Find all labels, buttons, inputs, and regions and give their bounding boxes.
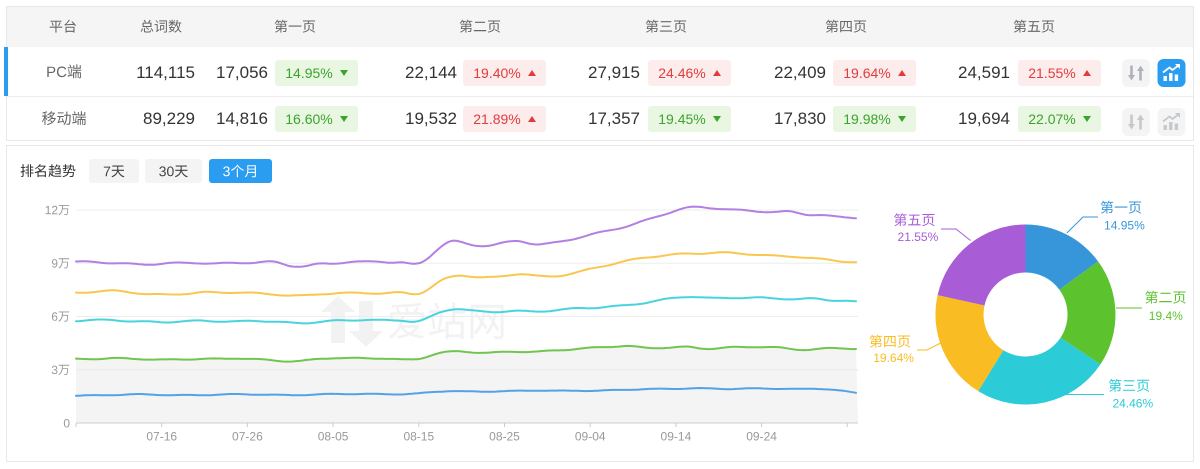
svg-text:08-05: 08-05 — [318, 430, 349, 444]
svg-text:24.46%: 24.46% — [1112, 396, 1153, 410]
svg-text:08-25: 08-25 — [489, 430, 520, 444]
svg-text:09-24: 09-24 — [746, 430, 777, 444]
svg-text:21.55%: 21.55% — [898, 230, 939, 244]
svg-text:19.64%: 19.64% — [873, 351, 914, 365]
svg-text:14.95%: 14.95% — [1104, 218, 1145, 232]
svg-text:07-26: 07-26 — [232, 430, 263, 444]
svg-text:19.4%: 19.4% — [1149, 309, 1183, 323]
svg-text:09-14: 09-14 — [661, 430, 692, 444]
svg-text:09-04: 09-04 — [575, 430, 606, 444]
svg-text:0: 0 — [63, 416, 70, 430]
svg-text:07-16: 07-16 — [146, 430, 177, 444]
svg-text:08-15: 08-15 — [403, 430, 434, 444]
